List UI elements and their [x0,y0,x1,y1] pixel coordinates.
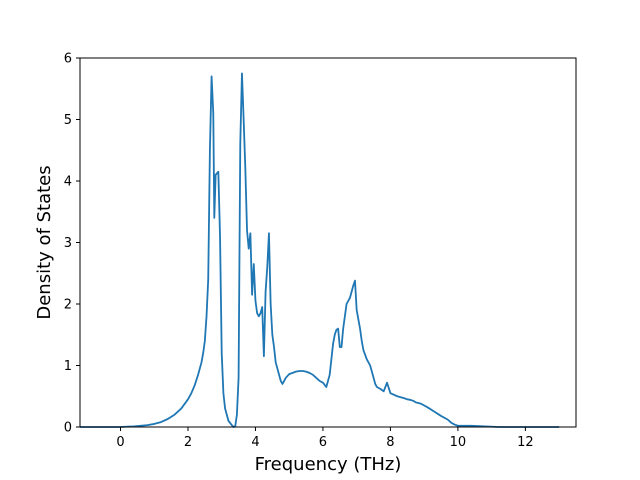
x-tick-label: 0 [116,435,124,450]
x-tick-label: 2 [184,435,192,450]
y-tick-label: 1 [64,359,72,374]
y-tick-label: 4 [64,175,72,190]
x-tick-label: 12 [517,435,534,450]
x-tick-label: 10 [450,435,467,450]
y-tick-label: 0 [64,421,72,436]
axes-frame [79,57,577,428]
y-tick-label: 5 [64,113,72,128]
y-axis-label: Density of States [34,165,55,319]
x-axis-label: Frequency (THz) [255,454,402,475]
y-tick-label: 2 [64,298,72,313]
plot-area [80,72,560,428]
x-tick-label: 8 [386,435,394,450]
x-tick-label: 6 [319,435,327,450]
y-tick-label: 3 [64,236,72,251]
x-tick-label: 4 [251,435,259,450]
dos-series-line-0 [80,72,560,428]
y-tick-label: 6 [64,52,72,67]
